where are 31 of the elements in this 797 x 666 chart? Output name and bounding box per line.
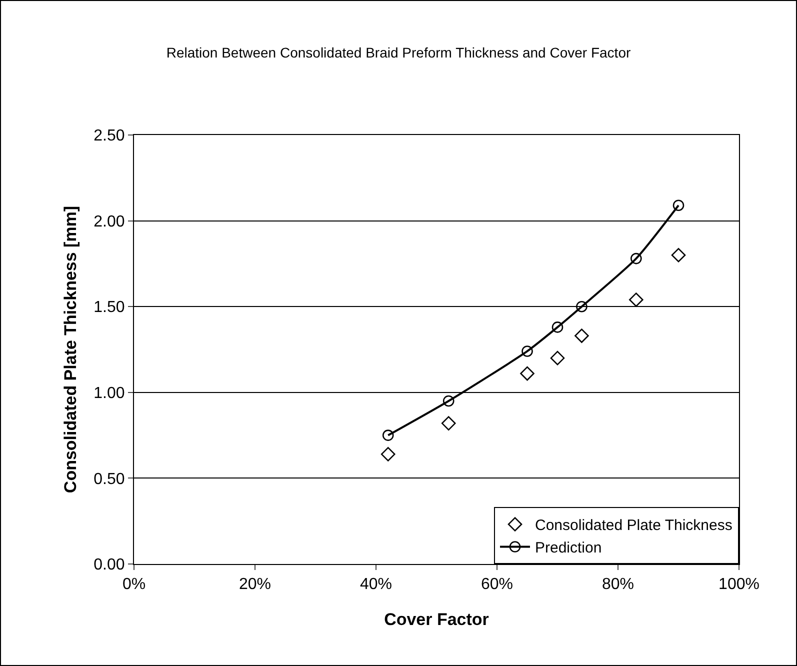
y-tick-label: 2.50 [94, 128, 125, 145]
legend-label: Prediction [535, 540, 602, 557]
x-tick-label: 100% [718, 576, 760, 594]
point [630, 252, 642, 264]
y-tick-label: 1.50 [94, 299, 125, 316]
y-tick-label: 1.00 [94, 385, 125, 402]
x-axis-title: Cover Factor [384, 610, 490, 629]
x-tick-label: 60% [480, 576, 514, 594]
point [629, 292, 644, 307]
chart-title: Relation Between Consolidated Braid Preform Thickness and Cover Factor [166, 44, 631, 60]
y-tick-label: 2.00 [94, 213, 125, 230]
point [552, 322, 564, 333]
y-tick-label: 0.50 [94, 470, 125, 488]
point [380, 447, 396, 462]
point [442, 395, 454, 407]
point [671, 248, 686, 262]
y-axis-title: Consolidated Plate Thickness [mm] [61, 206, 80, 494]
point [574, 328, 589, 343]
point [550, 350, 565, 366]
point [520, 366, 534, 381]
x-tick-label: 40% [360, 576, 392, 594]
point [522, 346, 533, 357]
y-tick-label: 0.00 [94, 556, 125, 574]
legend-label: Consolidated Plate Thickness [535, 517, 732, 534]
x-tick-label: 0% [122, 576, 146, 594]
x-tick-label: 80% [602, 576, 634, 594]
point [441, 416, 456, 430]
point [576, 300, 588, 312]
point [382, 430, 394, 441]
point [672, 200, 684, 212]
x-tick-label: 20% [238, 576, 272, 594]
